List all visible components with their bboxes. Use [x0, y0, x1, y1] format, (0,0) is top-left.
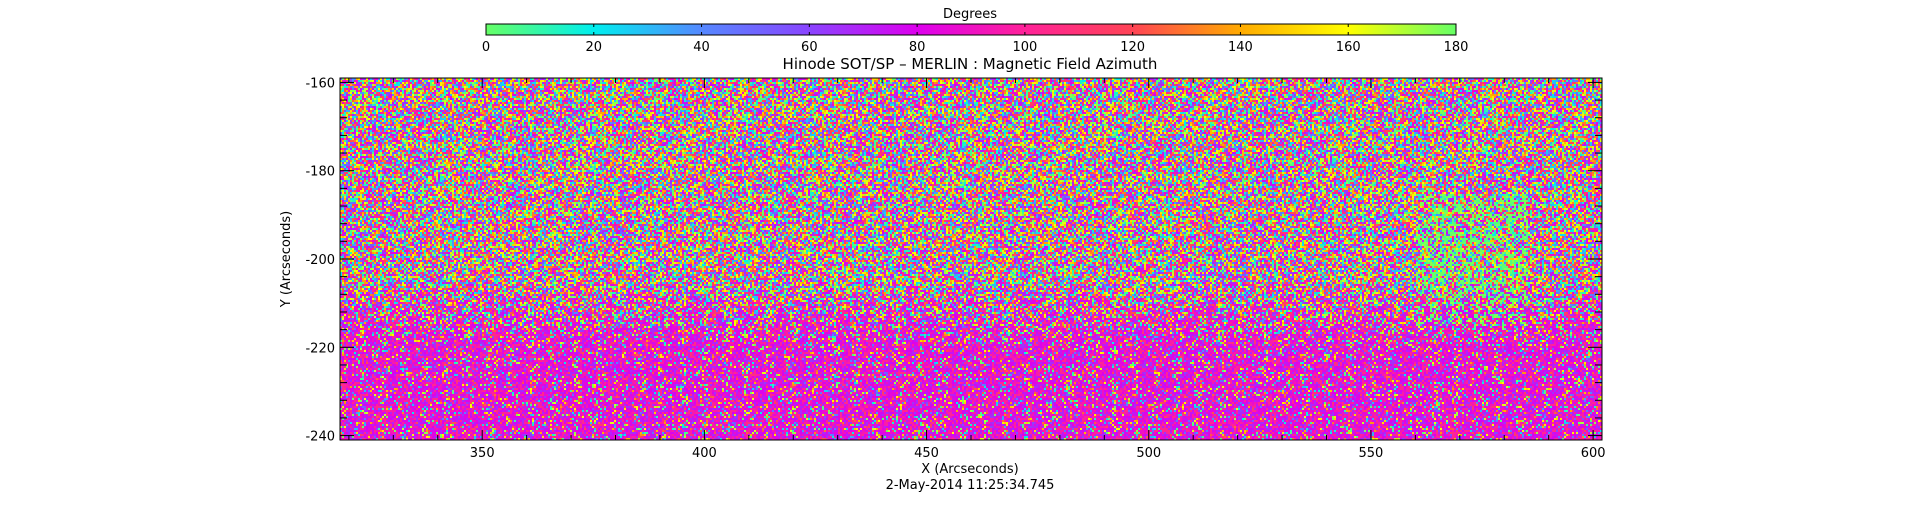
x-tick-label: 500	[1136, 446, 1161, 461]
y-axis-ticks: -160 -180 -200 -220 -240	[305, 76, 1602, 445]
colorbar	[485, 23, 1457, 36]
colorbar-tick-label: 20	[586, 40, 603, 55]
chart-title: Hinode SOT/SP – MERLIN : Magnetic Field …	[783, 55, 1158, 73]
colorbar-tick-label: 160	[1336, 40, 1361, 55]
colorbar-tick-label: 40	[693, 40, 710, 55]
y-tick-label: -180	[305, 165, 335, 180]
y-tick-label: -220	[305, 341, 335, 356]
x-tick-label: 450	[914, 446, 939, 461]
colorbar-ticks: 0 20 40 60 80 100 120 140 160 180	[482, 24, 1469, 55]
colorbar-tick-label: 140	[1228, 40, 1253, 55]
colorbar-label: Degrees	[943, 7, 997, 22]
colorbar-tick-label: 0	[482, 40, 490, 55]
y-tick-label: -200	[305, 253, 335, 268]
x-tick-label: 350	[470, 446, 495, 461]
x-tick-label: 550	[1359, 446, 1384, 461]
x-tick-label: 600	[1581, 446, 1606, 461]
colorbar-tick-label: 180	[1444, 40, 1469, 55]
colorbar-tick-label: 80	[909, 40, 926, 55]
x-tick-label: 400	[692, 446, 717, 461]
y-axis-label: Y (Arcseconds)	[279, 211, 294, 308]
x-axis-ticks: 350 400 450 500 550 600	[348, 78, 1606, 461]
azimuth-map	[340, 78, 1602, 440]
colorbar-tick-label: 120	[1120, 40, 1145, 55]
colorbar-tick-label: 60	[801, 40, 818, 55]
colorbar-tick-label: 100	[1012, 40, 1037, 55]
x-axis-label: X (Arcseconds)	[921, 462, 1018, 477]
timestamp: 2-May-2014 11:25:34.745	[886, 478, 1055, 493]
y-tick-label: -160	[305, 76, 335, 91]
y-tick-label: -240	[305, 430, 335, 445]
